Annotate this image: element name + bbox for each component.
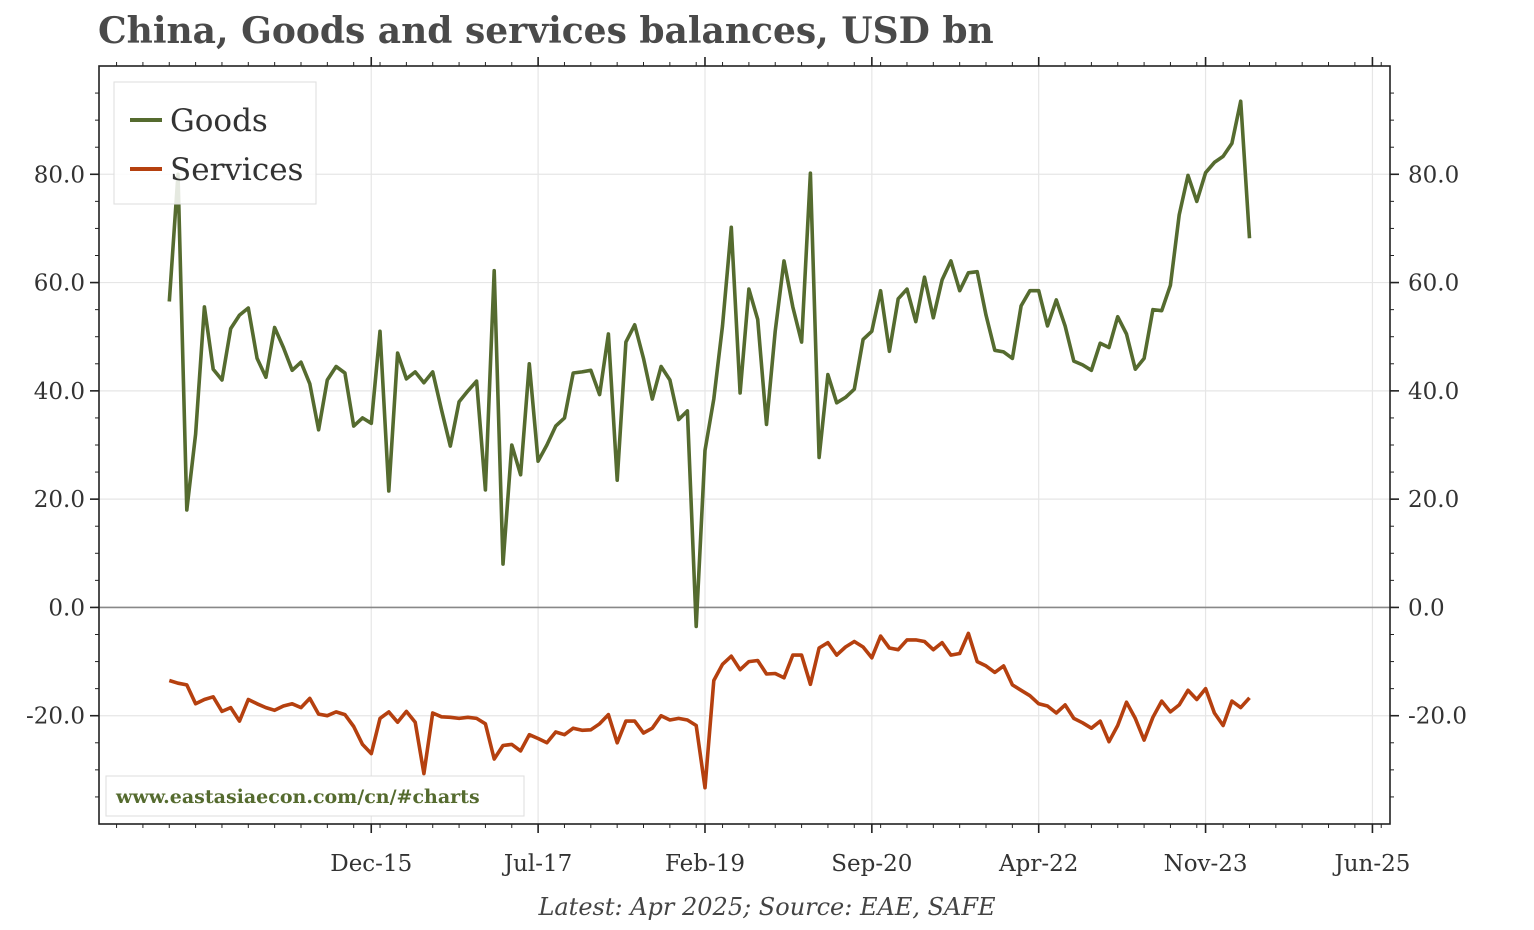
y-tick-label-right: 80.0 xyxy=(1408,162,1459,188)
x-tick-label: Jun-25 xyxy=(1332,851,1410,877)
legend: Goods Services xyxy=(113,81,317,205)
axes: Dec-15 Jul-17 Feb-19 Sep-20 Apr-22 Nov-23 Jun-… xyxy=(26,57,1467,877)
x-tick-label: Sep-20 xyxy=(831,851,912,877)
x-tick-label: Nov-23 xyxy=(1164,851,1248,877)
legend-goods-label: Goods xyxy=(170,103,268,139)
series-line-services xyxy=(168,631,1251,790)
y-tick-label-left: 40.0 xyxy=(34,379,85,405)
legend-services-label: Services xyxy=(170,152,303,188)
footer-source-note: Latest: Apr 2025; Source: EAE, SAFE xyxy=(538,893,996,921)
y-tick-label-left: 20.0 xyxy=(34,487,85,513)
x-tick-label: Dec-15 xyxy=(330,851,412,877)
series-line-goods xyxy=(167,99,1252,629)
y-tick-label-left: 80.0 xyxy=(34,162,85,188)
y-tick-label-right: 20.0 xyxy=(1408,487,1459,513)
x-tick-label: Jul-17 xyxy=(502,851,572,877)
x-tick-label: Feb-19 xyxy=(665,851,745,877)
legend-box xyxy=(113,81,317,205)
y-tick-label-left: 0.0 xyxy=(48,595,85,621)
y-tick-label-left: -20.0 xyxy=(26,704,85,730)
chart-title: China, Goods and services balances, USD … xyxy=(98,10,994,52)
y-tick-label-right: 0.0 xyxy=(1408,595,1445,621)
series-lines xyxy=(167,99,1252,790)
y-tick-label-right: -20.0 xyxy=(1408,704,1467,730)
y-tick-label-right: 60.0 xyxy=(1408,271,1459,297)
y-tick-label-left: 60.0 xyxy=(34,271,85,297)
watermark-box xyxy=(105,775,525,817)
watermark-url: www.eastasiaecon.com/cn/#charts xyxy=(115,786,480,808)
watermark: www.eastasiaecon.com/cn/#charts xyxy=(105,775,525,817)
y-tick-label-right: 40.0 xyxy=(1408,379,1459,405)
x-tick-label: Apr-22 xyxy=(998,851,1078,877)
